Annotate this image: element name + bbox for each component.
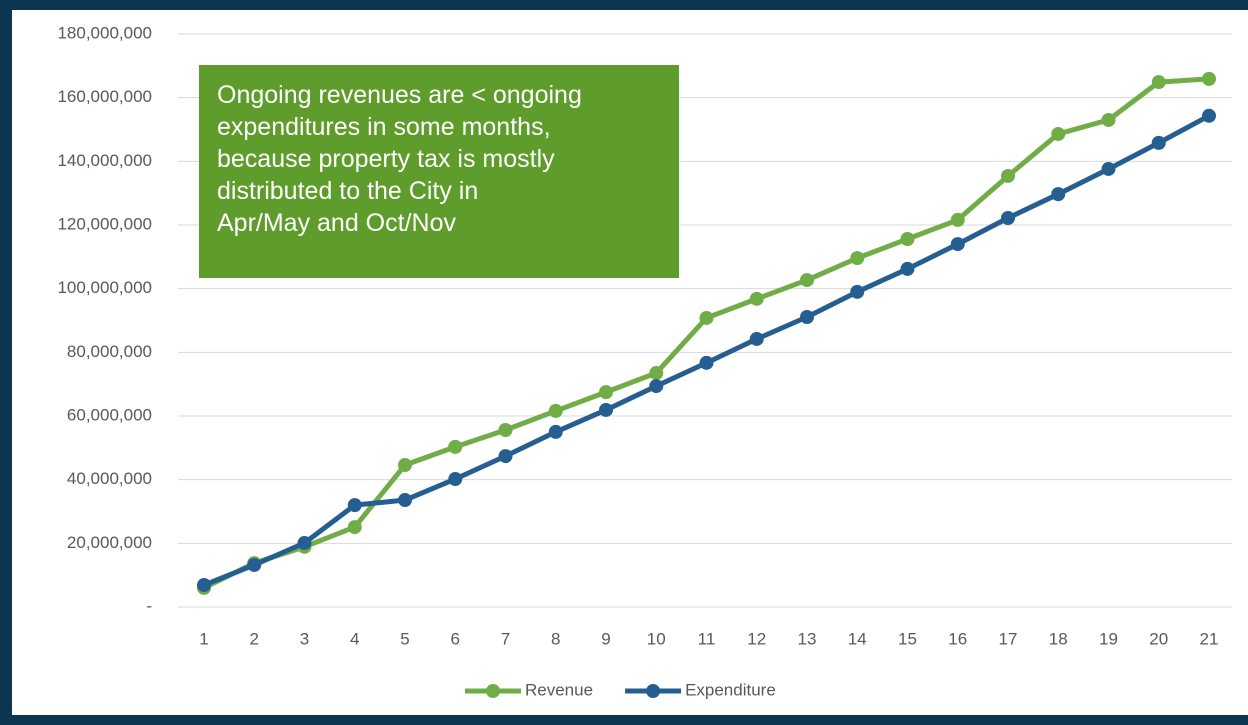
data-point — [247, 557, 262, 572]
data-point — [498, 449, 513, 464]
x-tick-label: 13 — [798, 629, 817, 648]
data-point — [347, 498, 362, 513]
x-tick-label: 21 — [1200, 629, 1219, 648]
x-tick-label: 15 — [898, 629, 917, 648]
legend-marker — [646, 684, 661, 698]
x-tick-label: 10 — [647, 629, 666, 648]
y-tick-label: 20,000,000 — [67, 533, 152, 552]
annotation-line: expenditures in some months, — [217, 113, 551, 141]
chart: - 20,000,000 40,000,000 60,000,000 80,000,00… — [57, 23, 1232, 699]
y-tick-label: 140,000,000 — [57, 151, 152, 170]
x-tick-label: 8 — [551, 629, 560, 648]
data-point — [398, 458, 412, 473]
data-point — [197, 578, 211, 593]
data-point — [800, 273, 814, 288]
data-point — [850, 251, 865, 266]
legend-label: Expenditure — [685, 680, 776, 699]
x-tick-label: 9 — [601, 629, 610, 648]
data-point — [1101, 112, 1116, 127]
data-point — [749, 331, 764, 346]
data-point — [649, 366, 664, 381]
data-point — [900, 261, 915, 276]
annotation-line: distributed to the City in — [217, 177, 479, 205]
chart-frame: - 20,000,000 40,000,000 60,000,000 80,000,00… — [12, 10, 1248, 715]
x-tick-label: 19 — [1099, 629, 1118, 648]
y-tick-label: 120,000,000 — [57, 214, 152, 233]
data-point — [1101, 161, 1116, 176]
x-tick-label: 17 — [999, 629, 1018, 648]
annotation-box: Ongoing revenues are < ongoing expenditur… — [199, 65, 679, 278]
data-point — [950, 212, 965, 227]
x-tick-label: 5 — [400, 629, 409, 648]
data-point — [1151, 135, 1166, 150]
y-tick-label: 80,000,000 — [67, 342, 152, 361]
x-tick-label: 2 — [250, 629, 259, 648]
data-point — [699, 355, 714, 370]
annotation-line: because property tax is mostly — [217, 145, 555, 173]
x-tick-label: 16 — [948, 629, 967, 648]
annotation-line: Apr/May and Oct/Nov — [217, 209, 456, 237]
legend-label: Revenue — [525, 680, 593, 699]
x-tick-label: 3 — [300, 629, 309, 648]
data-point — [448, 439, 463, 454]
data-point — [398, 493, 412, 508]
data-point — [599, 402, 613, 417]
data-point — [699, 310, 714, 325]
x-tick-label: 20 — [1149, 629, 1168, 648]
x-tick-label: 4 — [350, 629, 359, 648]
y-tick-label: 60,000,000 — [67, 405, 152, 424]
data-point — [1001, 210, 1015, 225]
y-tick-label: 180,000,000 — [57, 23, 152, 42]
data-point — [1051, 126, 1066, 141]
legend-marker — [486, 684, 500, 698]
x-tick-label: 14 — [848, 629, 867, 648]
y-tick-label: 160,000,000 — [57, 87, 152, 106]
x-tick-label: 6 — [451, 629, 460, 648]
annotation-line: Ongoing revenues are < ongoing — [217, 81, 582, 109]
data-point — [448, 472, 463, 487]
data-point — [1202, 108, 1216, 123]
data-point — [548, 424, 563, 439]
x-tick-label: 7 — [501, 629, 510, 648]
data-point — [347, 520, 362, 535]
y-tick-label: 40,000,000 — [67, 469, 152, 488]
data-point — [1051, 187, 1066, 202]
data-point — [1001, 168, 1015, 183]
data-point — [850, 284, 865, 299]
data-point — [1202, 71, 1216, 86]
data-point — [749, 291, 764, 306]
data-point — [297, 536, 312, 551]
data-point — [900, 232, 915, 247]
x-tick-label: 12 — [747, 629, 766, 648]
data-point — [548, 403, 563, 418]
data-point — [599, 385, 613, 400]
x-tick-label: 11 — [698, 629, 716, 648]
data-point — [649, 379, 664, 394]
y-tick-label: - — [146, 596, 152, 615]
x-tick-label: 1 — [199, 629, 208, 648]
data-point — [950, 237, 965, 252]
data-point — [800, 309, 814, 324]
y-tick-label: 100,000,000 — [57, 278, 152, 297]
data-point — [1151, 75, 1166, 90]
data-point — [498, 423, 513, 438]
x-tick-label: 18 — [1049, 629, 1068, 648]
